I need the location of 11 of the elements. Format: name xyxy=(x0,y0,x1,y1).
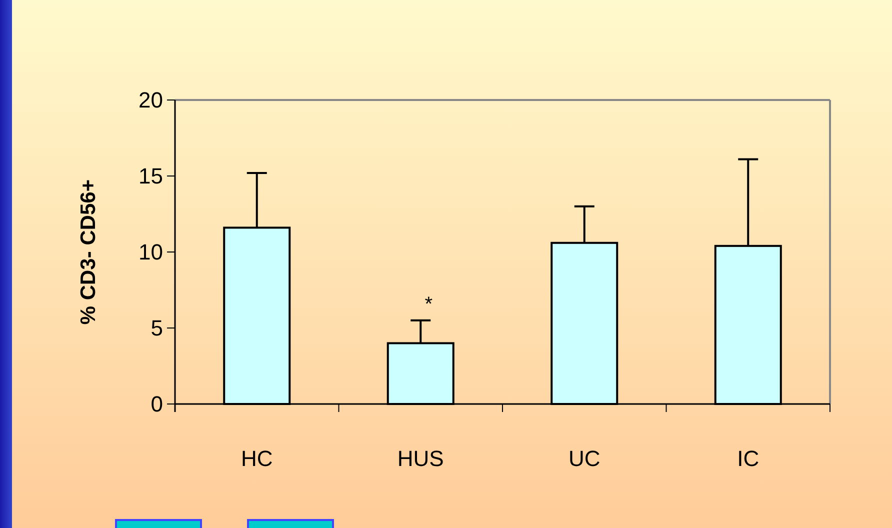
x-tick-label: HUS xyxy=(397,446,444,471)
y-tick-label: 15 xyxy=(138,164,163,189)
x-tick-label: UC xyxy=(568,446,600,471)
y-axis-title: % CD3- CD56+ xyxy=(77,179,100,325)
y-tick-label: 0 xyxy=(150,392,163,417)
x-tick-label: HC xyxy=(240,446,273,471)
annotation: * xyxy=(424,293,433,316)
x-tick-label: IC xyxy=(737,446,760,471)
y-tick-label: 20 xyxy=(138,88,163,113)
y-tick-label: 5 xyxy=(150,316,163,341)
y-tick-label: 10 xyxy=(138,240,163,265)
